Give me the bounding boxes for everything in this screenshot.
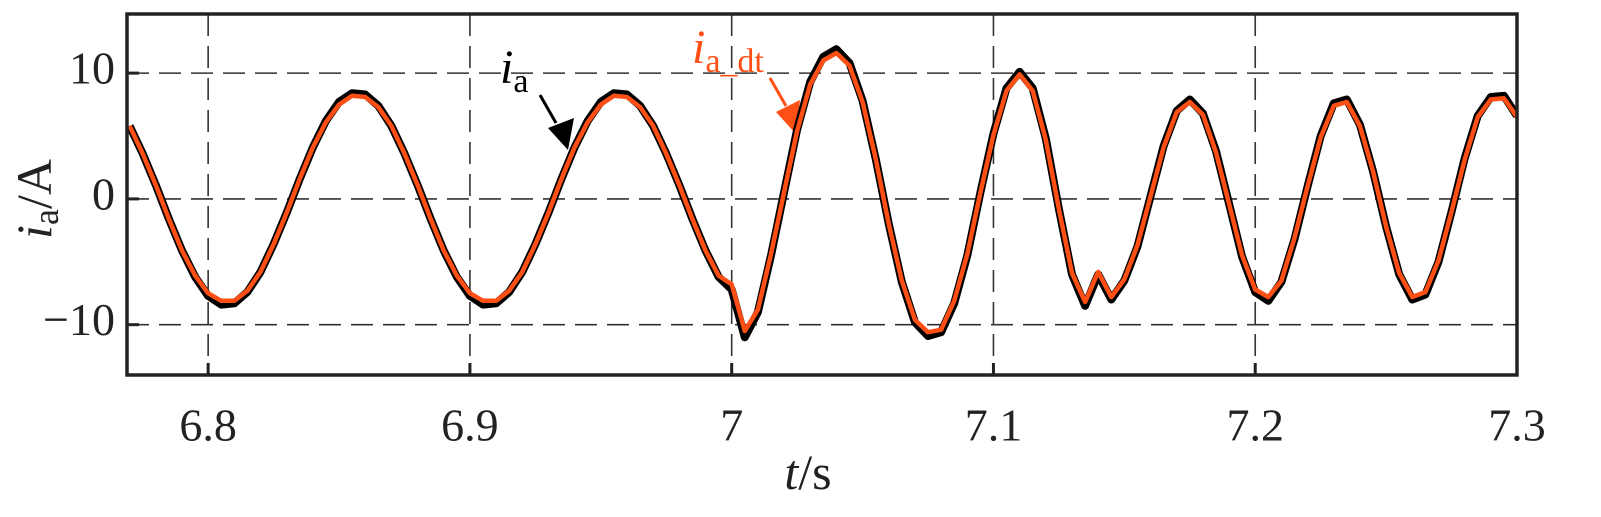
x-label-unit: /s: [798, 444, 831, 500]
x-label-symbol: t: [784, 444, 799, 500]
y-label-unit: /A: [6, 159, 62, 209]
y-tick-label: −10: [43, 294, 115, 345]
arrow-head: [776, 100, 800, 134]
series-annotation: ia: [500, 41, 528, 100]
annotation-subscript: a_dt: [705, 43, 764, 80]
series-line: [127, 45, 1517, 342]
x-tick-label: 7.2: [1226, 400, 1284, 451]
annotation-symbol: i: [500, 41, 513, 94]
x-tick-label: 7: [720, 400, 743, 451]
plot-frame: [125, 12, 1519, 377]
series-annotation: ia_dt: [692, 21, 764, 80]
x-tick-label: 7.3: [1488, 400, 1546, 451]
annotation-symbol: i: [692, 21, 705, 74]
x-tick-label: 7.1: [965, 400, 1023, 451]
x-tick-label: 6.9: [441, 400, 499, 451]
arrow-shaft: [768, 77, 788, 107]
y-tick-label: 10: [69, 43, 115, 94]
arrow-shaft: [538, 94, 558, 124]
annotation-arrows: [538, 77, 800, 150]
x-tick-label: 6.8: [179, 400, 237, 451]
annotation-subscript: a: [513, 63, 528, 100]
arrow-head: [548, 118, 574, 150]
y-label-symbol: i: [6, 225, 62, 239]
y-label-subscript: a: [26, 209, 66, 225]
y-axis-label: ia/A: [6, 159, 66, 239]
series-line: [127, 50, 1517, 335]
y-tick-label: 0: [92, 168, 115, 219]
x-axis-label: t/s: [784, 444, 831, 500]
